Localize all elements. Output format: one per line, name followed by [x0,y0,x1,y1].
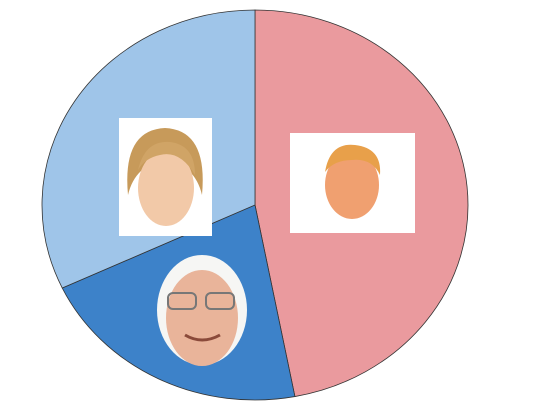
portrait-upper-left [119,118,212,236]
portraits [119,118,415,366]
portrait-lower [157,255,247,366]
portrait-right [290,133,415,233]
